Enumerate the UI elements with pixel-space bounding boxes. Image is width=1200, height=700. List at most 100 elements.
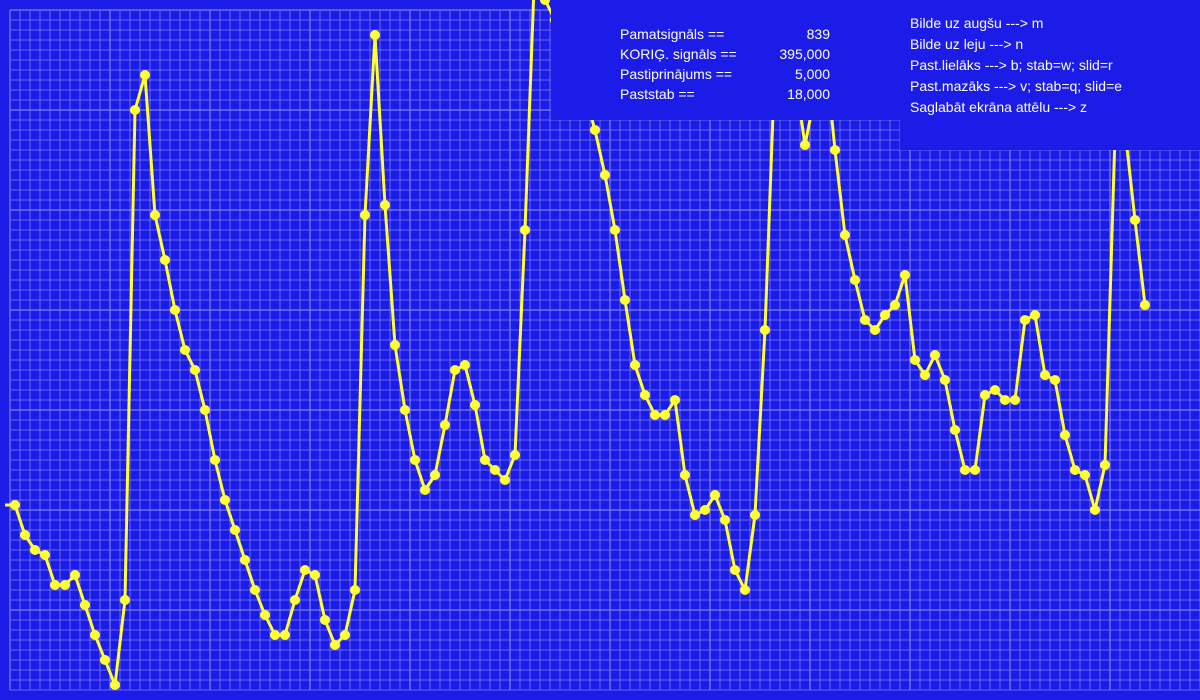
data-point: [760, 325, 770, 335]
data-point: [1030, 310, 1040, 320]
data-point: [710, 490, 720, 500]
info-panel: Pamatsignāls == 839 KORIĢ. signāls == 395,…: [551, 0, 900, 120]
data-point: [320, 615, 330, 625]
data-point: [1010, 395, 1020, 405]
data-point: [600, 170, 610, 180]
info-row-stab: Paststab == 18,000: [620, 84, 830, 104]
data-point: [300, 565, 310, 575]
data-point: [340, 630, 350, 640]
data-point: [880, 310, 890, 320]
info-value: 5,000: [794, 66, 830, 82]
data-point: [700, 505, 710, 515]
data-point: [920, 370, 930, 380]
data-point: [1080, 470, 1090, 480]
data-point: [250, 585, 260, 595]
data-point: [80, 600, 90, 610]
data-point: [360, 210, 370, 220]
data-point: [1050, 375, 1060, 385]
data-point: [950, 425, 960, 435]
data-point: [240, 555, 250, 565]
shortcut-gain-decrease: Past.mazāks ---> v; stab=q; slid=e: [910, 78, 1123, 94]
data-point: [750, 510, 760, 520]
info-label: KORIĢ. signāls ==: [620, 46, 737, 62]
data-point: [610, 225, 620, 235]
data-point: [430, 470, 440, 480]
data-point: [30, 545, 40, 555]
info-label: Paststab ==: [620, 86, 695, 102]
info-label: Pamatsignāls ==: [620, 26, 725, 42]
shortcut-image-up: Bilde uz augšu ---> m: [910, 15, 1044, 31]
data-point: [670, 395, 680, 405]
data-point: [1000, 395, 1010, 405]
data-point: [690, 510, 700, 520]
data-point: [460, 360, 470, 370]
data-point: [900, 270, 910, 280]
info-value: 395,000: [779, 46, 830, 62]
info-row-corrected-signal: KORIĢ. signāls == 395,000: [620, 44, 830, 64]
data-point: [1130, 215, 1140, 225]
shortcut-save-screenshot: Saglabāt ekrāna attēlu ---> z: [910, 99, 1088, 115]
data-point: [160, 255, 170, 265]
data-point: [410, 455, 420, 465]
data-point: [680, 470, 690, 480]
data-point: [280, 630, 290, 640]
data-point: [940, 375, 950, 385]
info-value: 18,000: [787, 86, 830, 102]
data-point: [230, 525, 240, 535]
data-point: [540, 0, 550, 5]
info-label: Pastiprinājums ==: [620, 66, 733, 82]
data-point: [40, 550, 50, 560]
shortcut-gain-increase: Past.lielāks ---> b; stab=w; slid=r: [910, 57, 1113, 73]
data-point: [1070, 465, 1080, 475]
data-point: [290, 595, 300, 605]
data-point: [190, 365, 200, 375]
data-point: [500, 475, 510, 485]
data-point: [590, 125, 600, 135]
data-point: [830, 145, 840, 155]
data-point: [910, 355, 920, 365]
data-point: [60, 580, 70, 590]
data-point: [860, 315, 870, 325]
data-point: [170, 305, 180, 315]
data-point: [1140, 300, 1150, 310]
data-point: [1090, 505, 1100, 515]
data-point: [640, 390, 650, 400]
data-point: [400, 405, 410, 415]
data-point: [50, 580, 60, 590]
data-point: [960, 465, 970, 475]
info-value: 839: [806, 26, 830, 42]
keyboard-shortcuts-panel: Bilde uz augšu ---> m Bilde uz leju --->…: [900, 0, 1200, 150]
data-point: [350, 585, 360, 595]
data-point: [650, 410, 660, 420]
data-point: [970, 465, 980, 475]
info-row-base-signal: Pamatsignāls == 839: [620, 24, 830, 44]
data-point: [200, 405, 210, 415]
data-point: [1040, 370, 1050, 380]
data-point: [480, 455, 490, 465]
data-point: [440, 420, 450, 430]
data-point: [370, 30, 380, 40]
data-point: [630, 360, 640, 370]
data-point: [260, 610, 270, 620]
data-point: [390, 340, 400, 350]
data-point: [110, 680, 120, 690]
data-point: [180, 345, 190, 355]
info-row-gain: Pastiprinājums == 5,000: [620, 64, 830, 84]
data-point: [210, 455, 220, 465]
data-point: [1100, 460, 1110, 470]
data-point: [870, 325, 880, 335]
data-point: [520, 225, 530, 235]
data-point: [330, 640, 340, 650]
data-point: [930, 350, 940, 360]
data-point: [10, 500, 20, 510]
shortcut-image-down: Bilde uz leju ---> n: [910, 36, 1024, 52]
data-point: [620, 295, 630, 305]
data-point: [140, 70, 150, 80]
data-point: [130, 105, 140, 115]
data-point: [730, 565, 740, 575]
data-point: [720, 515, 730, 525]
data-point: [740, 585, 750, 595]
data-point: [490, 465, 500, 475]
data-point: [1020, 315, 1030, 325]
data-point: [800, 140, 810, 150]
